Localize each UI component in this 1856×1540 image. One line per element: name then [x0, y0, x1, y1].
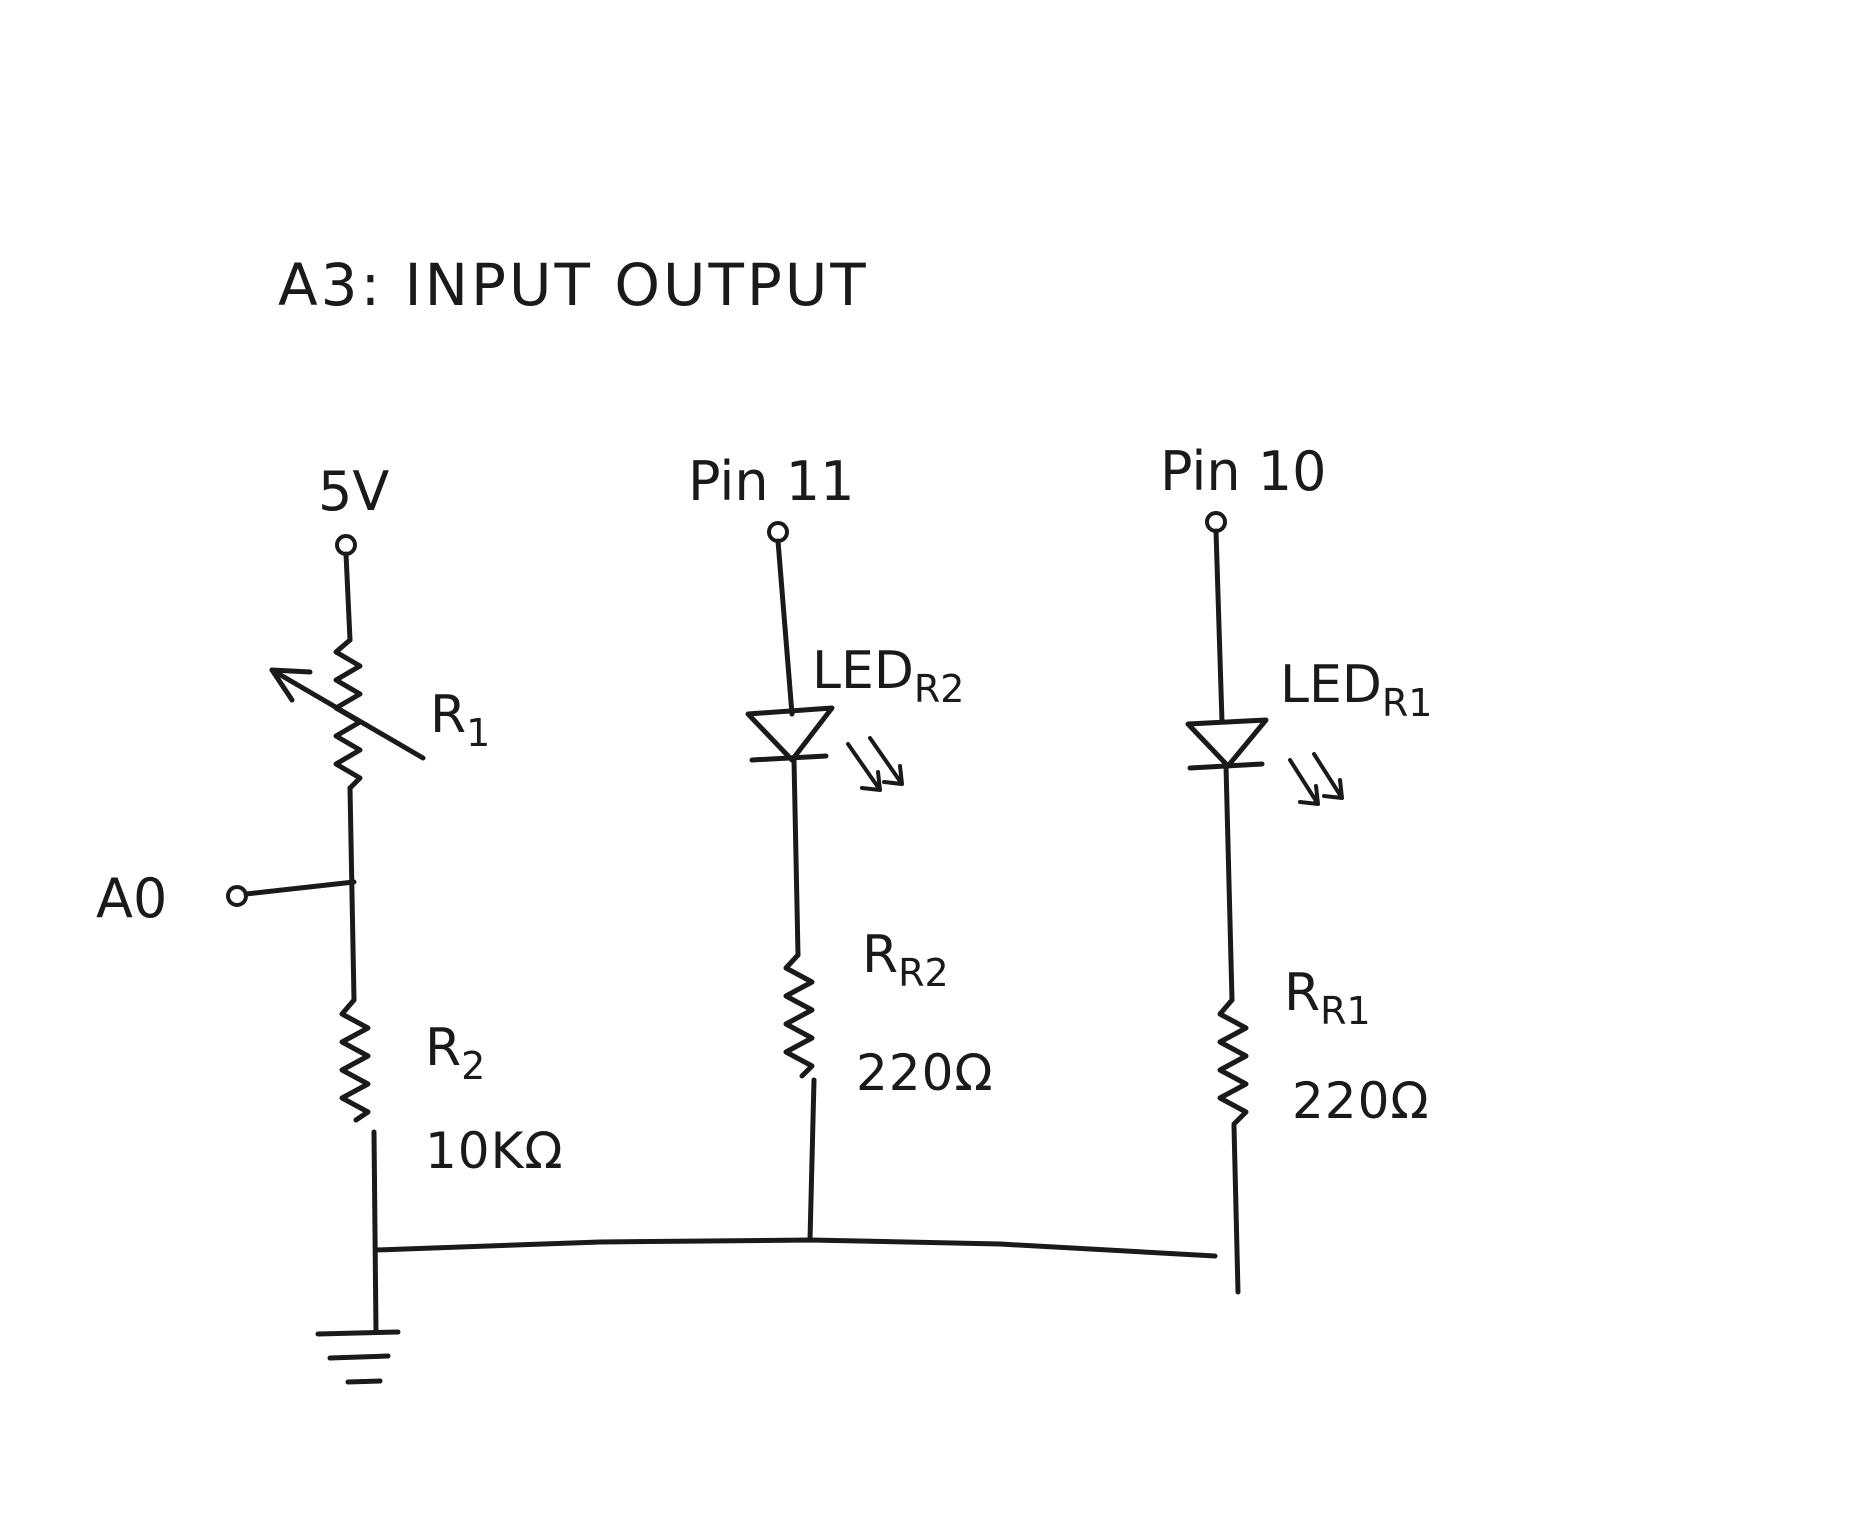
- supply-label: 5V: [318, 460, 389, 523]
- junction-wire-upper: [347, 785, 357, 1003]
- resistor-r2-value: 10KΩ: [425, 1122, 564, 1180]
- pin10-label: Pin 10: [1160, 440, 1326, 503]
- pin11-label: Pin 11: [688, 450, 854, 513]
- ground-icon: [315, 1329, 401, 1385]
- light-emission-icon: [1288, 752, 1344, 806]
- resistor-r2-name: R2: [425, 1018, 485, 1088]
- analog-input-wire: [243, 879, 357, 897]
- supply-terminal: [335, 534, 357, 556]
- resistor-rr1-name: RR1: [1284, 963, 1371, 1033]
- led-r1: [1185, 717, 1344, 806]
- resistor-rr1: [1217, 997, 1249, 1127]
- ground-wire: [371, 1129, 379, 1335]
- resistor-rr1-value: 220Ω: [1292, 1072, 1430, 1130]
- variable-arrow-icon: [269, 667, 426, 761]
- photoresistor-r1: [269, 637, 426, 791]
- resistor-r2: [339, 997, 371, 1123]
- photoresistor-name: R1: [430, 685, 490, 755]
- ground-bus-wire: [373, 1237, 1218, 1259]
- led-r2: [745, 705, 904, 792]
- pin11-branch: Pin 11 LEDR2 RR2 220Ω: [688, 450, 994, 1243]
- led-r2-name: LEDR2: [812, 641, 964, 711]
- analog-input-terminal: [226, 885, 248, 907]
- analog-input-label: A0: [96, 867, 167, 930]
- diagram-title: A3: INPUT OUTPUT: [278, 251, 869, 319]
- led-r2-triangle: [745, 705, 835, 763]
- pin10-terminal: [1205, 511, 1227, 533]
- resistor-rr2-name: RR2: [862, 925, 949, 995]
- pin11-terminal: [767, 521, 789, 543]
- light-emission-icon: [846, 736, 904, 792]
- resistor-rr2-value: 220Ω: [856, 1044, 994, 1102]
- led-r1-triangle: [1185, 717, 1269, 769]
- led-r1-name: LEDR1: [1280, 655, 1432, 725]
- supply-branch: 5V R1 A0 R2 10KΩ: [96, 460, 564, 1385]
- supply-wire: [343, 551, 353, 643]
- resistor-rr2: [783, 952, 815, 1079]
- pin10-branch: Pin 10 LEDR1 RR1 220Ω: [1160, 440, 1432, 1295]
- led-r2-bar: [749, 753, 829, 763]
